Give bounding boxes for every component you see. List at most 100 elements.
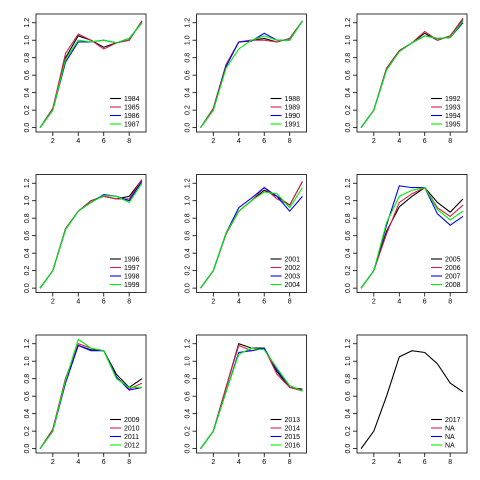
y-tick-label: 0.4 [185, 248, 192, 258]
series-line [360, 20, 464, 128]
x-tick-label: 4 [397, 138, 401, 145]
legend-label: NA [445, 434, 455, 441]
legend-label: 2005 [445, 257, 461, 264]
x-tick-label: 8 [288, 299, 292, 306]
x-tick-label: 4 [397, 459, 401, 466]
legend-label: 1994 [445, 113, 461, 120]
x-tick-label: 8 [127, 459, 131, 466]
x-tick-label: 8 [288, 459, 292, 466]
legend-label: 1995 [445, 122, 461, 129]
legend-label: 1990 [285, 113, 301, 120]
y-tick-label: 0.6 [345, 231, 352, 241]
y-tick-label: 0.8 [24, 53, 31, 63]
y-tick-label: 1.2 [24, 18, 31, 28]
legend-label: 1985 [124, 105, 140, 112]
plot-box [356, 334, 468, 454]
y-tick-label: 0.0 [24, 283, 31, 293]
plot-box [196, 334, 307, 454]
y-tick-label: 0.6 [185, 391, 192, 401]
x-tick-label: 6 [102, 138, 106, 145]
legend-label: NA [445, 443, 455, 450]
y-tick-label: 1.0 [24, 35, 31, 45]
y-tick-label: 0.2 [24, 105, 31, 115]
y-tick-label: 0.4 [24, 409, 31, 419]
x-tick-label: 6 [102, 459, 106, 466]
x-tick-label: 2 [372, 138, 376, 145]
y-tick-label: 1.2 [185, 18, 192, 28]
series-line [360, 186, 464, 289]
legend-label: 2003 [285, 274, 301, 281]
plot-box [196, 174, 307, 293]
series-line [39, 22, 143, 128]
x-tick-label: 8 [127, 138, 131, 145]
legend-label: 1991 [285, 122, 301, 129]
series-line [39, 20, 143, 128]
legend-label: 2004 [285, 282, 301, 289]
y-tick-label: 0.0 [345, 444, 352, 454]
legend-label: 1998 [124, 274, 140, 281]
x-tick-label: 8 [127, 299, 131, 306]
x-tick-label: 4 [76, 299, 80, 306]
y-tick-label: 0.8 [24, 213, 31, 223]
x-tick-label: 2 [51, 459, 55, 466]
series-line [39, 182, 143, 289]
legend-label: 1986 [124, 113, 140, 120]
series-line [200, 20, 303, 128]
y-tick-label: 0.0 [185, 283, 192, 293]
legend-label: 2006 [445, 265, 461, 272]
legend-label: 2001 [285, 257, 301, 264]
y-tick-label: 1.0 [24, 356, 31, 366]
y-tick-label: 0.2 [24, 426, 31, 436]
series-line [39, 343, 143, 449]
series-line [360, 350, 464, 449]
series-line [39, 22, 143, 128]
y-tick-label: 1.0 [185, 196, 192, 206]
y-tick-label: 0.0 [185, 123, 192, 133]
legend-label: 1997 [124, 265, 140, 272]
y-tick-label: 0.2 [185, 266, 192, 276]
legend-label: 1993 [445, 105, 461, 112]
series-line [39, 181, 143, 289]
x-tick-label: 6 [423, 459, 427, 466]
y-tick-label: 0.4 [185, 409, 192, 419]
x-tick-label: 2 [372, 299, 376, 306]
y-tick-label: 0.2 [345, 266, 352, 276]
series-line [39, 338, 142, 449]
y-tick-label: 1.2 [345, 178, 352, 188]
plot-box [196, 13, 307, 133]
x-tick-label: 8 [448, 299, 452, 306]
x-tick-label: 2 [372, 459, 376, 466]
y-tick-label: 1.2 [185, 178, 192, 188]
y-tick-label: 0.6 [24, 70, 31, 80]
series-line [200, 20, 303, 128]
y-tick-label: 1.0 [24, 196, 31, 206]
legend-label: 2008 [445, 282, 461, 289]
x-tick-label: 6 [262, 299, 266, 306]
series-line [200, 20, 303, 128]
legend-label: 2011 [124, 434, 139, 441]
x-tick-label: 4 [237, 459, 241, 466]
y-tick-label: 1.2 [345, 18, 352, 28]
legend-label: 2013 [285, 417, 301, 424]
y-tick-label: 0.0 [24, 123, 31, 133]
y-tick-label: 0.8 [24, 374, 31, 384]
legend-label: 1999 [124, 282, 140, 289]
legend-label: 2015 [285, 434, 301, 441]
legend-label: 2014 [285, 426, 301, 433]
x-tick-label: 2 [51, 138, 55, 145]
y-tick-label: 0.8 [185, 213, 192, 223]
y-tick-label: 1.2 [185, 339, 192, 349]
x-tick-label: 8 [288, 138, 292, 145]
legend-label: 2010 [124, 426, 140, 433]
x-tick-label: 8 [448, 459, 452, 466]
x-tick-label: 4 [237, 138, 241, 145]
series-line [200, 20, 303, 128]
